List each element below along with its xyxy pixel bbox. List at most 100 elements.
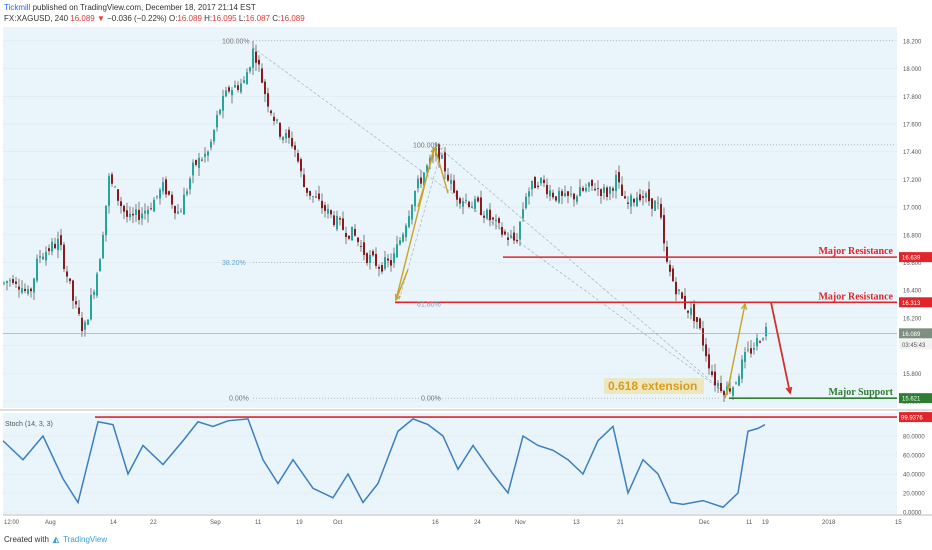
candle-body xyxy=(237,85,239,90)
candle-body xyxy=(345,232,347,237)
candle-body xyxy=(57,238,59,251)
candle-body xyxy=(9,280,11,282)
candle-body xyxy=(147,209,149,215)
time-tick-label: 16 xyxy=(432,520,439,526)
candle-body xyxy=(486,209,488,219)
candle-body xyxy=(123,205,125,212)
candle-body xyxy=(324,205,326,211)
candle-body xyxy=(753,348,755,350)
candle-body xyxy=(675,281,677,295)
candle-body xyxy=(501,227,503,235)
close-label: C: xyxy=(272,14,281,23)
candle-body xyxy=(666,246,668,262)
candle-body xyxy=(477,197,479,202)
candle-body xyxy=(150,208,152,210)
tradingview-logo-icon[interactable]: ◭ xyxy=(52,535,60,544)
candle-body xyxy=(534,176,536,189)
candle-body xyxy=(750,348,752,354)
candle-body xyxy=(114,186,116,188)
candle-body xyxy=(210,141,212,148)
candle-body xyxy=(285,132,287,139)
candle-body xyxy=(408,216,410,227)
candle-body xyxy=(69,278,71,282)
candle-body xyxy=(762,338,764,340)
candle-body xyxy=(66,271,68,277)
candle-body xyxy=(624,196,626,199)
candle-body xyxy=(225,90,227,97)
candle-body xyxy=(141,213,143,219)
candle-body xyxy=(84,322,86,330)
candle-body xyxy=(525,196,527,209)
candle-body xyxy=(471,206,473,208)
candle-body xyxy=(21,288,23,293)
candle-body xyxy=(36,258,38,281)
fib-level-label: 0.00% xyxy=(229,396,249,403)
candle-body xyxy=(672,268,674,282)
candle-body xyxy=(612,188,614,191)
candle-body xyxy=(513,232,515,241)
key-level-label: Major Resistance xyxy=(818,246,893,257)
candle-body xyxy=(372,251,374,256)
candle-body xyxy=(414,191,416,207)
candle-body xyxy=(687,310,689,313)
tradingview-brand[interactable]: TradingView xyxy=(63,535,108,544)
author-link[interactable]: Tickmill xyxy=(4,3,31,12)
candle-body xyxy=(498,218,500,224)
candle-body xyxy=(621,184,623,196)
candle-body xyxy=(519,221,521,240)
candle-body xyxy=(39,256,41,258)
candle-body xyxy=(351,226,353,241)
candle-body xyxy=(381,265,383,272)
candle-body xyxy=(582,187,584,191)
candle-body xyxy=(468,201,470,207)
price-tick-label: 17.000 xyxy=(903,206,922,212)
candle-body xyxy=(51,241,53,252)
candle-body xyxy=(165,179,167,195)
candle-body xyxy=(429,157,431,164)
candle-body xyxy=(327,208,329,214)
stoch-line xyxy=(2,418,766,509)
candle-body xyxy=(183,194,185,215)
candle-body xyxy=(603,187,605,193)
candle-body xyxy=(252,48,254,68)
candle-body xyxy=(294,145,296,150)
candle-body xyxy=(291,138,293,147)
candle-body xyxy=(156,195,158,197)
candle-body xyxy=(597,188,599,190)
time-tick-label: 14 xyxy=(110,520,117,526)
candle-body xyxy=(456,190,458,200)
candle-body xyxy=(12,279,14,283)
high-label: H: xyxy=(204,14,213,23)
time-tick-label: 22 xyxy=(150,520,157,526)
stoch-tick-label: 20.0000 xyxy=(903,492,925,498)
extension-label-bg xyxy=(604,378,704,395)
candle-body xyxy=(669,264,671,272)
projection-arrow-head xyxy=(785,386,793,395)
candle-body xyxy=(258,59,260,65)
candle-body xyxy=(576,196,578,202)
candle-body xyxy=(72,280,74,301)
candle-body xyxy=(465,199,467,201)
candle-body xyxy=(216,115,218,128)
candle-body xyxy=(522,209,524,219)
fib-trendline xyxy=(252,47,726,394)
candle-body xyxy=(495,219,497,222)
candle-body xyxy=(144,210,146,214)
candle-body xyxy=(552,192,554,198)
current-price-tag-label: 16.089 xyxy=(902,332,921,338)
candle-body xyxy=(402,234,404,242)
candle-body xyxy=(426,165,428,172)
time-tick-label: Nov xyxy=(515,520,526,526)
candle-body xyxy=(639,194,641,201)
candle-body xyxy=(390,260,392,266)
price-tick-label: 16.800 xyxy=(903,233,922,239)
candle-body xyxy=(177,211,179,214)
price-tick-label: 18.000 xyxy=(903,67,922,73)
candle-body xyxy=(708,354,710,369)
stoch-title: Stoch (14, 3, 3) xyxy=(5,421,53,428)
candle-body xyxy=(588,182,590,187)
time-tick-label: Sep xyxy=(210,520,221,526)
chart-header: Tickmill published on TradingView.com, D… xyxy=(0,0,932,26)
axis-price-tag xyxy=(899,252,932,263)
